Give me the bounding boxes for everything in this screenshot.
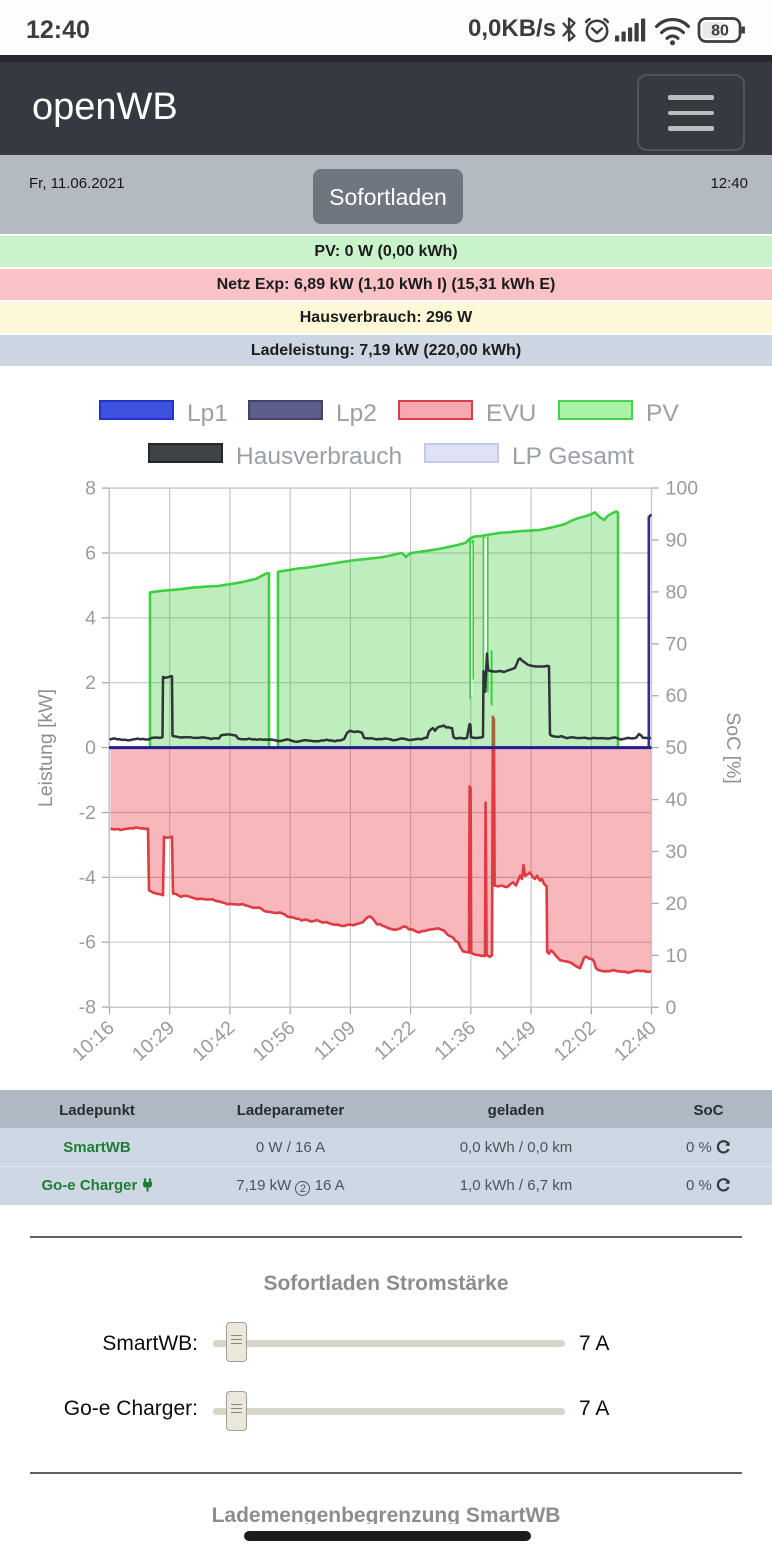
svg-text:-8: -8 xyxy=(79,997,96,1019)
svg-text:20: 20 xyxy=(666,893,688,915)
svg-text:-2: -2 xyxy=(79,802,96,824)
svg-text:10:42: 10:42 xyxy=(188,1017,239,1066)
svg-text:0: 0 xyxy=(666,997,677,1019)
svg-text:12:02: 12:02 xyxy=(550,1017,601,1066)
svg-text:40: 40 xyxy=(666,789,688,811)
svg-text:11:49: 11:49 xyxy=(491,1017,541,1065)
svg-text:50: 50 xyxy=(666,737,688,759)
svg-text:90: 90 xyxy=(666,529,688,551)
svg-text:0: 0 xyxy=(85,737,96,759)
svg-text:11:22: 11:22 xyxy=(370,1017,420,1065)
svg-text:70: 70 xyxy=(666,633,688,655)
svg-text:6: 6 xyxy=(85,543,96,565)
svg-text:60: 60 xyxy=(666,685,688,707)
svg-text:Leistung [kW]: Leistung [kW] xyxy=(35,689,57,807)
svg-text:-4: -4 xyxy=(79,867,96,889)
svg-text:10:29: 10:29 xyxy=(128,1017,179,1066)
svg-text:8: 8 xyxy=(85,478,96,500)
svg-text:-6: -6 xyxy=(79,932,96,954)
svg-text:100: 100 xyxy=(666,478,699,500)
svg-text:10:16: 10:16 xyxy=(68,1017,119,1066)
svg-text:12:40: 12:40 xyxy=(610,1017,661,1066)
svg-text:11:36: 11:36 xyxy=(430,1017,480,1065)
svg-text:10:56: 10:56 xyxy=(249,1017,300,1066)
svg-text:10: 10 xyxy=(666,945,688,967)
svg-text:SoC [%]: SoC [%] xyxy=(722,712,744,784)
svg-text:11:09: 11:09 xyxy=(310,1017,360,1065)
svg-text:80: 80 xyxy=(711,23,729,40)
svg-text:2: 2 xyxy=(85,672,96,694)
svg-text:80: 80 xyxy=(666,581,688,603)
svg-text:4: 4 xyxy=(85,607,96,629)
svg-text:30: 30 xyxy=(666,841,688,863)
